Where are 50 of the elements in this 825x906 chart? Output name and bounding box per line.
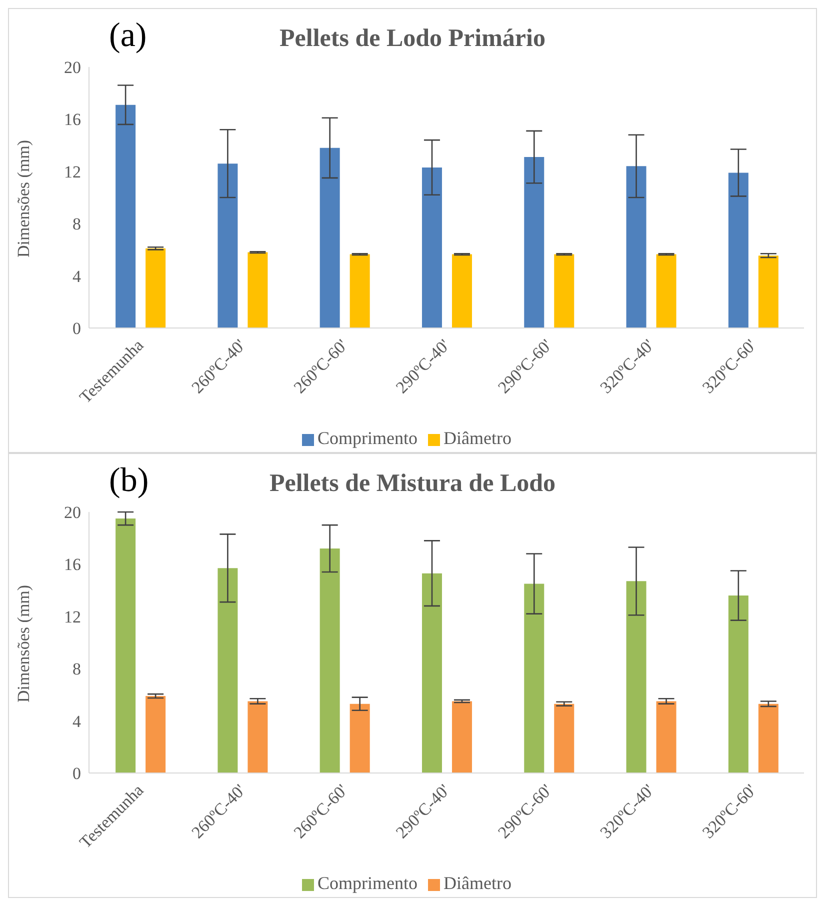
bar <box>116 518 136 773</box>
bar <box>452 254 472 328</box>
bar <box>248 701 268 773</box>
y-tick-label: 20 <box>64 503 81 522</box>
y-tick-label: 8 <box>72 214 81 234</box>
bar <box>248 252 268 328</box>
y-tick-label: 12 <box>64 607 81 626</box>
y-tick-label: 16 <box>64 110 81 130</box>
chart-title: Pellets de Mistura de Lodo <box>269 470 556 497</box>
text: (a) <box>109 17 147 54</box>
bar <box>320 548 340 773</box>
bar <box>350 254 370 328</box>
bar <box>656 254 676 328</box>
bar <box>320 148 340 328</box>
y-tick-label: 8 <box>72 660 81 679</box>
legend-label: Comprimento <box>318 428 418 448</box>
text: (b) <box>109 462 149 499</box>
bar <box>422 573 442 773</box>
bar <box>218 568 238 773</box>
bar <box>554 254 574 328</box>
chart-title: Pellets de Lodo Primário <box>280 25 546 52</box>
legend-label: Comprimento <box>318 873 418 893</box>
legend-label: Diâmetro <box>444 428 512 448</box>
y-tick-label: 4 <box>72 266 82 286</box>
bar <box>626 166 646 328</box>
bar <box>758 256 778 328</box>
bar <box>452 701 472 773</box>
bar <box>350 704 370 773</box>
bar <box>656 701 676 773</box>
bar <box>728 596 748 773</box>
y-tick-label: 4 <box>72 712 82 731</box>
bar <box>524 584 544 773</box>
bar <box>218 164 238 328</box>
y-tick-label: 20 <box>64 58 81 78</box>
bar <box>554 704 574 773</box>
bar <box>758 704 778 773</box>
y-tick-label: 12 <box>64 162 81 182</box>
bar <box>422 167 442 328</box>
bar <box>728 172 748 328</box>
y-tick-label: 0 <box>72 764 81 784</box>
y-tick-label: 16 <box>64 555 81 574</box>
legend-label: Diâmetro <box>444 873 512 893</box>
bar <box>146 696 166 773</box>
y-axis-title: Dimensões (mm) <box>14 584 34 702</box>
bar <box>626 581 646 773</box>
bar <box>116 104 136 328</box>
bar <box>146 248 166 328</box>
bar <box>524 157 544 328</box>
y-axis-title: Dimensões (mm) <box>14 140 34 258</box>
y-tick-label: 0 <box>72 319 81 338</box>
